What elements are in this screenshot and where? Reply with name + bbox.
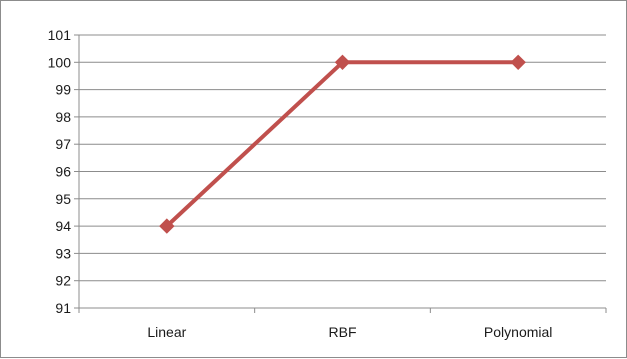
y-axis: 91 92 93 94 95 96 97 98 99 100 101 <box>48 27 80 316</box>
y-tick-label-98: 98 <box>55 109 71 125</box>
y-tick-label-93: 93 <box>55 245 71 261</box>
y-tick-label-101: 101 <box>48 27 72 43</box>
x-tick-label-polynomial: Polynomial <box>484 324 552 340</box>
x-tick-label-rbf: RBF <box>329 324 357 340</box>
y-tick-label-96: 96 <box>55 164 71 180</box>
x-axis: Linear RBF Polynomial <box>78 307 607 340</box>
series-layer <box>159 54 526 234</box>
y-tick-label-92: 92 <box>55 273 71 289</box>
data-point-rbf <box>334 54 351 71</box>
y-tick-label-99: 99 <box>55 82 71 98</box>
data-point-polynomial <box>510 54 526 71</box>
data-point-linear <box>159 218 175 234</box>
y-tick-label-97: 97 <box>55 136 71 152</box>
y-tick-label-91: 91 <box>55 300 71 316</box>
y-tick-label-94: 94 <box>55 218 71 234</box>
x-tick-label-linear: Linear <box>147 324 186 340</box>
gridlines <box>79 34 606 282</box>
y-tick-label-100: 100 <box>48 54 72 70</box>
y-tick-label-95: 95 <box>55 191 71 207</box>
